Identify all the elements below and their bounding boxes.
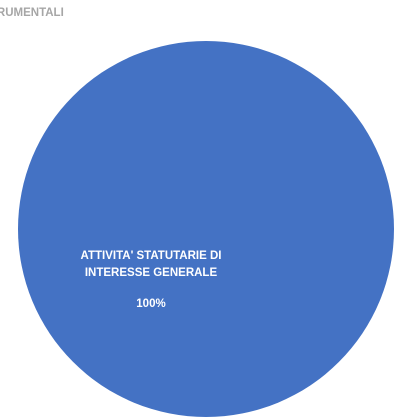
slice-label: ATTIVITA' STATUTARIE DI INTERESSE GENERA…	[80, 250, 222, 279]
slice-value-label: 0%	[0, 22, 18, 39]
pie-slice	[18, 41, 394, 417]
slice-label: ATTIVITA' STRUMENTALI	[0, 0, 64, 19]
slice-value-label: 100%	[136, 298, 166, 310]
